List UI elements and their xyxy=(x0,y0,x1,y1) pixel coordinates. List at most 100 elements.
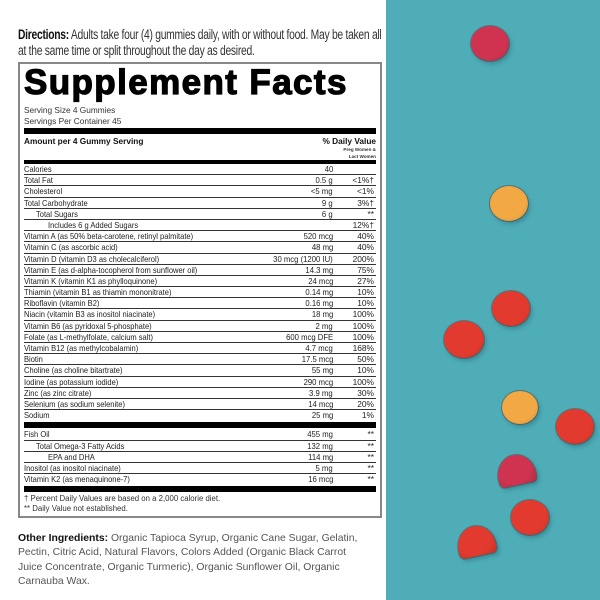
table-row: Total Carbohydrate 9 g 3%† xyxy=(24,198,376,209)
nutrient-daily-value: 1% xyxy=(361,410,374,421)
table-row: Sodium 25 mg 1% xyxy=(24,410,376,421)
table-row: Vitamin B12 (as methylcobalamin) 4.7 mcg 1… xyxy=(24,343,376,355)
nutrient-name: Total Omega-3 Fatty Acids xyxy=(36,440,125,451)
gummy xyxy=(492,291,530,326)
nutrient-daily-value: 75% xyxy=(357,264,374,275)
nutrient-name: Choline (as choline bitartrate) xyxy=(24,365,123,376)
table-row: Includes 6 g Added Sugars 12%† xyxy=(24,219,376,232)
table-row: Fish Oil 455 mg ** xyxy=(24,429,376,441)
nutrient-name: Vitamin K (vitamin K1 as phylloquinone) xyxy=(24,275,158,286)
table-row: Vitamin C (as ascorbic acid) 48 mg 40% xyxy=(24,242,376,254)
table-row: Cholesterol <5 mg <1% xyxy=(24,186,376,198)
nutrient-name: Selenium (as sodium selenite) xyxy=(24,398,125,409)
nutrient-daily-value: 50% xyxy=(357,354,374,365)
table-row: Vitamin E (as d-alpha-tocopherol from su… xyxy=(24,265,376,276)
nutrient-name: Vitamin C (as ascorbic acid) xyxy=(24,242,118,253)
nutrient-name: Vitamin K2 (as menaquinone-7) xyxy=(24,474,130,485)
divider xyxy=(24,128,376,134)
nutrient-name: Vitamin D (vitamin D3 as cholecalciferol… xyxy=(24,253,160,264)
supplement-facts-panel: Supplement Facts Serving Size 4 Gummies … xyxy=(18,62,382,519)
nutrient-daily-value: ** xyxy=(367,474,374,485)
table-row: Inositol (as inositol niacinate) 5 mg ** xyxy=(24,462,376,475)
gummy xyxy=(511,500,549,535)
table-row: EPA and DHA 114 mg ** xyxy=(24,452,376,463)
divider xyxy=(24,486,376,493)
table-header: Amount per 4 Gummy Serving % Daily Value xyxy=(24,135,376,146)
dv-subheader-1: Preg Women & xyxy=(343,147,376,152)
gummy xyxy=(502,391,538,425)
nutrient-daily-value: 200% xyxy=(352,253,374,264)
nutrient-amount: 520 mcg xyxy=(303,231,333,242)
gummy xyxy=(490,186,528,221)
table-row: Vitamin K (vitamin K1 as phylloquinone) 2… xyxy=(24,275,376,288)
nutrient-name: Fish Oil xyxy=(24,429,50,440)
table-row: Biotin 17.5 mcg 50% xyxy=(24,354,376,366)
nutrient-name: Sodium xyxy=(24,410,50,421)
nutrient-amount: 0.16 mg xyxy=(305,298,333,309)
directions-text: Directions: Adults take four (4) gummies… xyxy=(18,27,388,59)
nutrient-name: Thiamin (vitamin B1 as thiamin mononitra… xyxy=(24,287,172,298)
nutrient-daily-value: ** xyxy=(367,208,374,219)
nutrient-name: Calories xyxy=(24,164,52,174)
nutrient-amount: 14.3 mg xyxy=(305,264,333,275)
table-row: Selenium (as sodium selenite) 14 mcg 20% xyxy=(24,398,376,411)
nutrient-amount: 132 mg xyxy=(307,440,333,451)
nutrient-amount: 0.5 g xyxy=(315,175,333,186)
nutrient-name: Vitamin E (as d-alpha-tocopherol from su… xyxy=(24,264,198,275)
nutrient-daily-value: ** xyxy=(367,429,374,440)
nutrient-daily-value: 100% xyxy=(352,331,374,342)
nutrient-name: Inositol (as inositol niacinate) xyxy=(24,462,121,473)
nutrient-name: Includes 6 g Added Sugars xyxy=(48,219,139,230)
nutrient-name: Total Sugars xyxy=(36,208,78,219)
directions-body: Adults take four (4) gummies daily, with… xyxy=(18,27,382,58)
gummy xyxy=(556,409,594,444)
nutrient-daily-value: 10% xyxy=(357,298,374,309)
label-panel: Directions: Adults take four (4) gummies… xyxy=(18,27,388,588)
nutrient-name: Cholesterol xyxy=(24,186,63,197)
nutrient-table: Calories 40 Total Fat 0.5 g <1%† Cholesterol <… xyxy=(24,164,376,421)
serving-size: Serving Size 4 Gummies xyxy=(24,105,116,115)
nutrient-amount: 48 mg xyxy=(311,242,333,253)
table-row: Thiamin (vitamin B1 as thiamin mononitra… xyxy=(24,287,376,299)
nutrient-amount: 18 mg xyxy=(311,309,333,320)
nutrient-daily-value: <1% xyxy=(357,186,374,197)
nutrient-amount: 40 xyxy=(324,164,333,174)
nutrient-amount: 290 mcg xyxy=(303,376,333,387)
nutrient-name: Total Carbohydrate xyxy=(24,197,88,208)
nutrient-name: Folate (as L-methylfolate, calcium salt) xyxy=(24,331,154,342)
nutrient-name: Total Fat xyxy=(24,175,53,186)
gummies-photo xyxy=(386,0,600,600)
gummy xyxy=(444,321,484,358)
nutrient-amount: 4.7 mcg xyxy=(305,343,333,353)
footnote-dv: † Percent Daily Values are based on a 2,… xyxy=(24,494,221,504)
nutrient-name: Biotin xyxy=(24,354,43,365)
nutrient-daily-value: <1%† xyxy=(352,175,374,186)
table-row: Total Fat 0.5 g <1%† xyxy=(24,175,376,187)
nutrient-name: EPA and DHA xyxy=(48,451,95,462)
nutrient-daily-value: 100% xyxy=(352,376,374,387)
table-row: Vitamin K2 (as menaquinone-7) 16 mcg ** xyxy=(24,474,376,485)
nutrient-daily-value: 100% xyxy=(352,309,374,320)
nutrient-name: Vitamin A (as 50% beta-carotene, retinyl… xyxy=(24,231,194,242)
nutrient-amount: 0.14 mg xyxy=(305,287,333,298)
nutrient-amount: 6 g xyxy=(322,208,333,219)
nutrient-amount: 30 mcg (1200 IU) xyxy=(273,253,333,264)
daily-value-header: % Daily Value xyxy=(322,136,377,146)
nutrient-daily-value: 10% xyxy=(357,365,374,376)
table-row: Calories 40 xyxy=(24,164,376,176)
nutrient-name: Niacin (vitamin B3 as inositol niacinate… xyxy=(24,309,156,320)
nutrient-amount: 25 mg xyxy=(311,410,333,421)
nutrient-amount: 14 mcg xyxy=(307,398,333,409)
nutrient-name: Vitamin B6 (as pyridoxal 5-phosphate) xyxy=(24,320,152,331)
nutrient-amount: 9 g xyxy=(322,197,333,208)
nutrient-daily-value: 10% xyxy=(357,287,374,298)
other-ingredients-label: Other Ingredients: xyxy=(18,533,109,544)
nutrient-name: Zinc (as zinc citrate) xyxy=(24,387,92,398)
nutrient-daily-value: ** xyxy=(367,451,374,462)
divider xyxy=(24,160,376,164)
nutrient-amount: 600 mcg DFE xyxy=(285,331,333,342)
nutrient-daily-value: 100% xyxy=(352,320,374,331)
amount-header: Amount per 4 Gummy Serving xyxy=(24,136,144,146)
table-row: Riboflavin (vitamin B2) 0.16 mg 10% xyxy=(24,298,376,310)
footnote-not-established: ** Daily Value not established. xyxy=(24,504,128,514)
